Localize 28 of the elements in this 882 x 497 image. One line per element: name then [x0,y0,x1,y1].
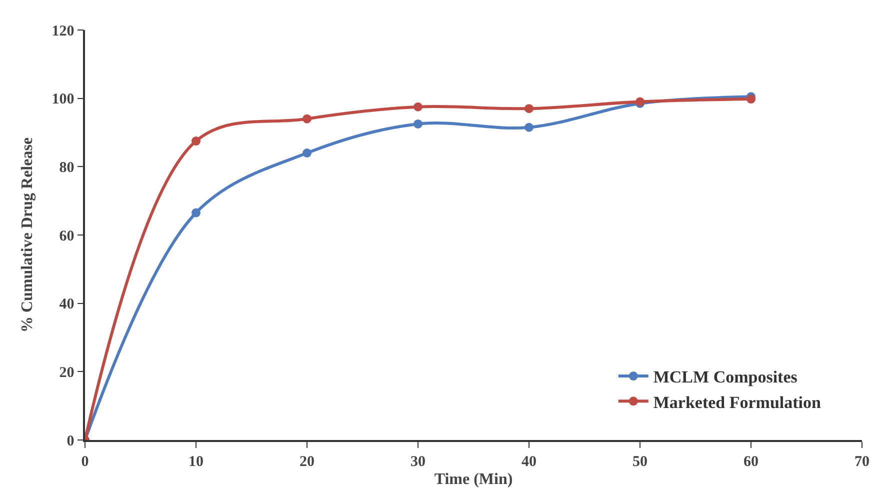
x-tick-label: 10 [188,454,204,470]
y-tick-label: 100 [52,92,74,108]
x-tick-label: 20 [300,454,314,470]
point [302,148,312,158]
y-tick-label: 20 [59,364,74,381]
x-tick-label: 70 [854,454,870,470]
point [414,102,422,112]
legend-label: MCLM Composites [653,368,798,387]
x-tick-label: 40 [522,454,536,470]
point [524,122,534,132]
x-axis-title: Time (Min) [434,470,513,488]
point [746,94,756,104]
y-tick-label: 60 [59,228,74,244]
y-tick-label: 120 [52,23,74,40]
y-axis-title: % Cumulative Drug Release [19,137,36,333]
point [192,136,200,146]
point [302,114,312,124]
legend-label: Marketed Formulation [653,392,822,412]
point [524,104,534,114]
point [192,208,200,218]
x-tick-label: 30 [410,454,426,470]
y-tick-label: 40 [59,296,74,313]
y-tick-label: 0 [66,433,74,450]
point [414,119,422,128]
x-tick-label: 50 [632,454,648,470]
x-tick-label: 60 [744,454,758,470]
y-tick-label: 80 [59,160,74,176]
x-tick-label: 0 [81,454,89,470]
